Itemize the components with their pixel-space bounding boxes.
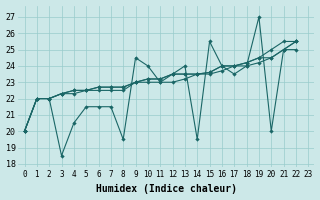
X-axis label: Humidex (Indice chaleur): Humidex (Indice chaleur)	[96, 184, 237, 194]
